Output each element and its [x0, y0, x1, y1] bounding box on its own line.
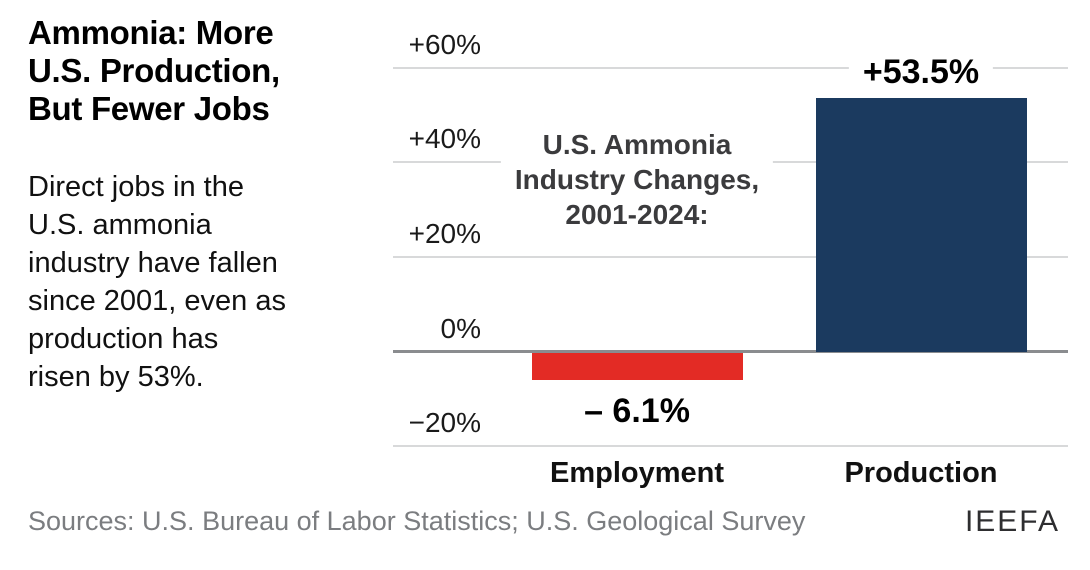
gridline-60: [393, 67, 1068, 69]
y-tick-0: 0%: [440, 313, 481, 344]
data-label-production: +53.5%: [848, 52, 994, 92]
gridline--20: [393, 445, 1068, 447]
gridline-20: [393, 256, 1068, 258]
y-tick-20: +20%: [408, 218, 481, 249]
ieefa-logo: IEEFA: [964, 505, 1060, 538]
sources-note: Sources: U.S. Bureau of Labor Statistics…: [28, 506, 806, 536]
chart-title: Ammonia: More U.S. Production, But Fewer…: [28, 14, 280, 127]
bar-production: [816, 98, 1027, 352]
y-tick--20: −20%: [408, 407, 481, 438]
chart-annotation: U.S. Ammonia Industry Changes, 2001-2024…: [500, 124, 774, 235]
zero-axis-line: [393, 350, 1068, 353]
category-label-production: Production: [844, 457, 998, 489]
y-tick-60: +60%: [408, 29, 481, 60]
category-label-employment: Employment: [549, 457, 725, 489]
bar-employment: [532, 353, 743, 380]
data-label-employment: – 6.1%: [570, 391, 704, 431]
y-tick-40: +40%: [408, 123, 481, 154]
chart-subtitle: Direct jobs in the U.S. ammonia industry…: [28, 171, 286, 393]
